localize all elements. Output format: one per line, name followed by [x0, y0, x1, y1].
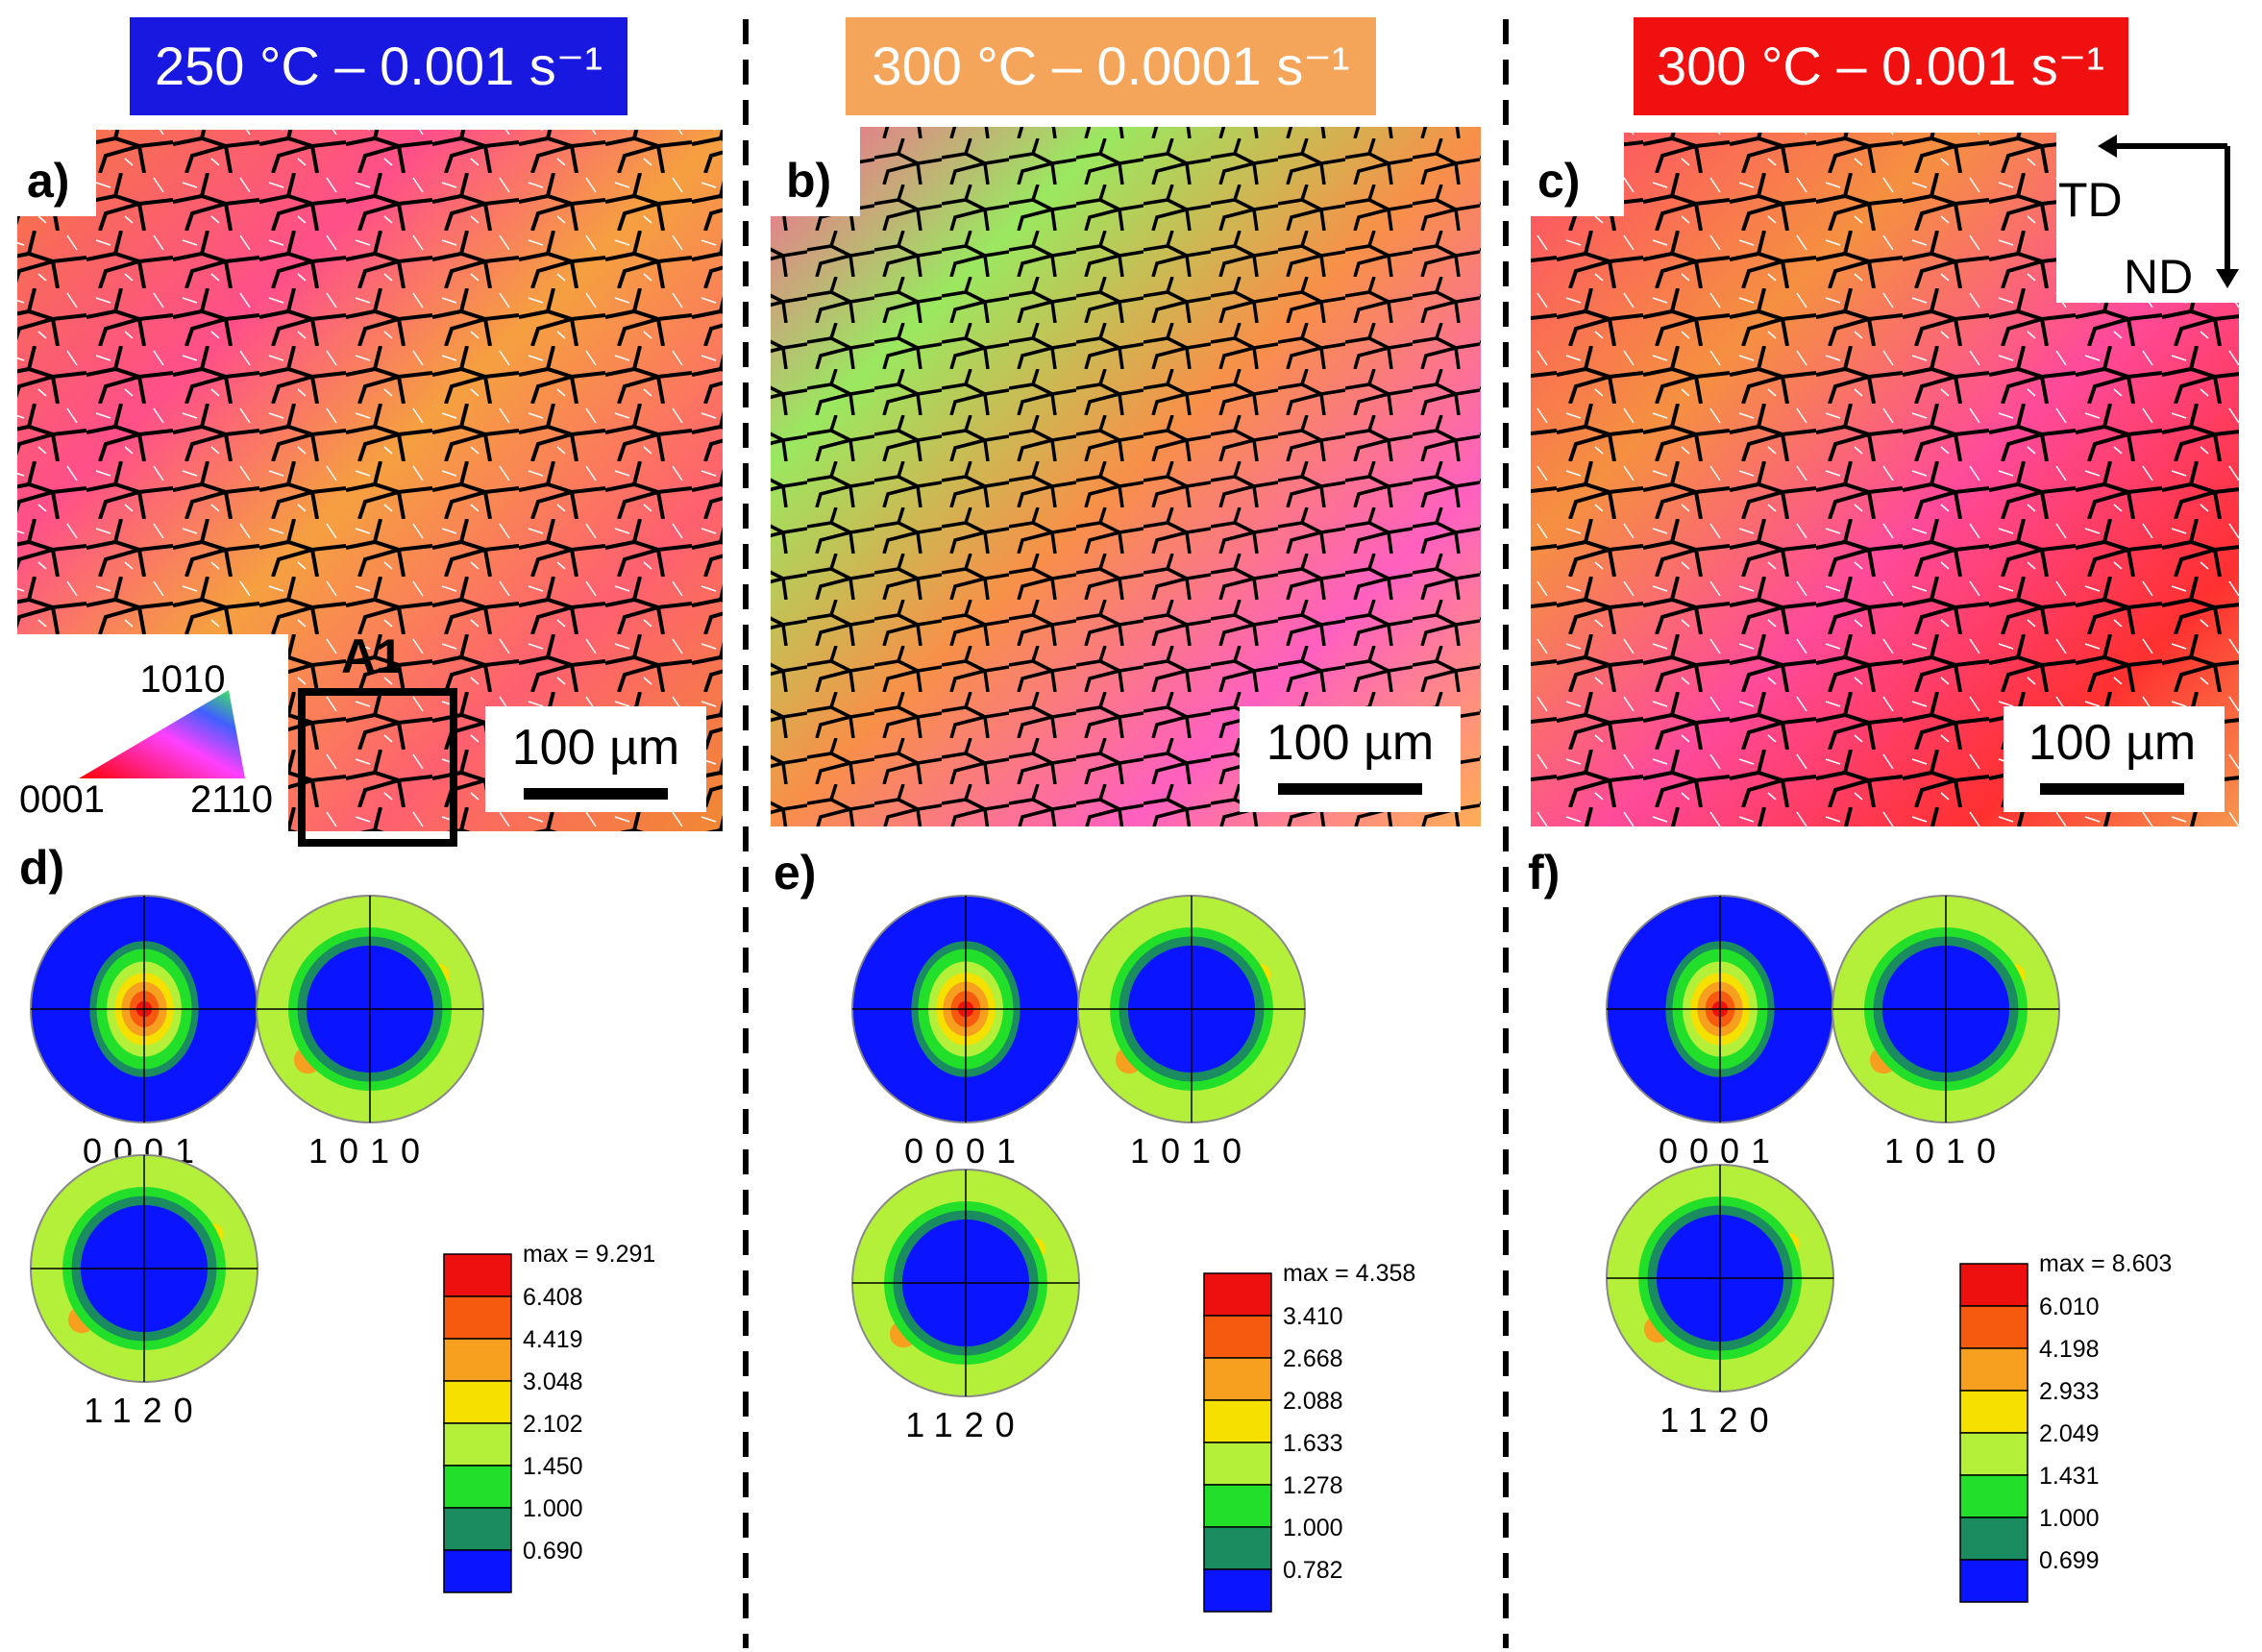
pole-figures: 0001 1010 1120 0001 1010 1120 0001 1010 1120: [30, 895, 2060, 1444]
legend-value: 1.000: [523, 1495, 583, 1522]
pole-figure-label: 1010: [308, 1131, 431, 1171]
panel-label-c: c): [1537, 154, 1580, 208]
banner-a-text: 250 °C – 0.001 s⁻¹: [155, 36, 602, 96]
legend: max = 4.358 3.410 2.668 2.088 1.633 1.278 1.00…: [1203, 1260, 1415, 1613]
axis-td-label: TD: [2058, 173, 2123, 227]
legend-swatch: [1959, 1432, 2028, 1476]
legend-value: 2.049: [2039, 1420, 2100, 1447]
legend-swatch: [443, 1295, 512, 1340]
legend-value: 0.690: [523, 1538, 583, 1565]
axes-indicator: [2098, 135, 2239, 288]
legend-swatch: [443, 1549, 512, 1593]
legend-value: 6.408: [523, 1284, 583, 1311]
pole-figure: 0001: [1606, 895, 1834, 1171]
legend-value: 0.699: [2039, 1547, 2100, 1574]
legend-swatch: [443, 1422, 512, 1467]
pole-figure: 1010: [256, 895, 484, 1171]
pole-figure: 1010: [1077, 895, 1306, 1171]
legend-swatch: [1959, 1263, 2028, 1307]
pole-figure: 1120: [851, 1169, 1080, 1444]
legend-swatch: [1203, 1526, 1272, 1570]
scalebar-c: [2040, 783, 2184, 795]
banner-c-text: 300 °C – 0.001 s⁻¹: [1657, 36, 2104, 96]
legend-value: 1.000: [1283, 1515, 1343, 1541]
legend-swatch: [1203, 1315, 1272, 1359]
inset-box: [298, 688, 457, 847]
legend-swatch: [443, 1338, 512, 1382]
legend-swatch: [1959, 1347, 2028, 1392]
pole-figure: 0001: [851, 895, 1080, 1171]
legend-value: 1.278: [1283, 1472, 1343, 1499]
legend-value: 1.000: [2039, 1505, 2100, 1532]
pole-figure-label: 1120: [1660, 1400, 1780, 1440]
panel-label-e: e): [774, 846, 816, 900]
legend-value: 3.048: [523, 1368, 583, 1395]
legend-max: max = 9.291: [523, 1241, 655, 1268]
pole-figure: 1120: [1606, 1164, 1834, 1440]
legend-swatch: [1959, 1474, 2028, 1518]
legend: max = 9.291 6.408 4.419 3.048 2.102 1.450 1.00…: [443, 1241, 655, 1593]
legend-swatch: [1203, 1568, 1272, 1613]
scalebar-b: [1278, 783, 1422, 795]
legend-swatch: [1959, 1516, 2028, 1561]
legend-max: max = 4.358: [1283, 1260, 1415, 1287]
legend-value: 2.933: [2039, 1378, 2100, 1405]
panel-label-f: f): [1528, 846, 1560, 900]
ipf-key-right-label: 2110: [190, 778, 273, 821]
pole-figure: 0001: [30, 895, 258, 1171]
pole-figure-label: 1120: [84, 1391, 204, 1430]
legend: max = 8.603 6.010 4.198 2.933 2.049 1.431 1.00…: [1959, 1250, 2172, 1603]
pole-figure: 1010: [1832, 895, 2060, 1171]
inset-label: A1: [341, 629, 403, 683]
banner-b: [846, 17, 1376, 115]
legend-swatch: [1959, 1559, 2028, 1603]
legend-swatch: [443, 1380, 512, 1424]
panel-label-a: a): [27, 154, 69, 208]
pole-figure-label: 1120: [905, 1405, 1025, 1444]
legend-swatch: [443, 1253, 512, 1297]
banner-c: [1634, 17, 2128, 115]
legend-value: 1.450: [523, 1453, 583, 1480]
scalebar-c-label: 100 µm: [2028, 715, 2196, 771]
legend-value: 1.431: [2039, 1463, 2100, 1490]
pole-figure-label: 1010: [1130, 1131, 1253, 1171]
legend-swatch: [443, 1507, 512, 1551]
legend-swatch: [1959, 1305, 2028, 1349]
ipf-key-left-label: 0001: [19, 778, 105, 821]
legend-value: 2.102: [523, 1411, 583, 1438]
legend-swatch: [1203, 1399, 1272, 1443]
legend-value: 4.198: [2039, 1336, 2100, 1363]
legend-value: 6.010: [2039, 1294, 2100, 1320]
legend-swatch: [1959, 1390, 2028, 1434]
legend-value: 4.419: [523, 1326, 583, 1353]
scalebar-a-label: 100 µm: [512, 720, 679, 776]
legend-value: 0.782: [1283, 1557, 1343, 1584]
axis-nd-label: ND: [2124, 250, 2193, 304]
legend-swatch: [1203, 1484, 1272, 1528]
banner-a: [130, 17, 627, 115]
scalebar-b-label: 100 µm: [1266, 715, 1434, 771]
legend-value: 1.633: [1283, 1430, 1343, 1457]
legend-max: max = 8.603: [2039, 1250, 2172, 1277]
ipf-key-top-label: 1010: [140, 658, 226, 701]
legend-value: 2.668: [1283, 1345, 1343, 1372]
legend-swatch: [1203, 1272, 1272, 1317]
banner-b-text: 300 °C – 0.0001 s⁻¹: [872, 36, 1349, 96]
pole-figure: 1120: [30, 1154, 258, 1430]
legend-value: 3.410: [1283, 1303, 1343, 1330]
pole-figure-label: 1010: [1884, 1131, 2007, 1171]
legend-swatch: [1203, 1442, 1272, 1486]
panel-label-b: b): [786, 154, 831, 208]
legend-swatch: [1203, 1357, 1272, 1401]
ipf-key-triangle: [79, 690, 245, 778]
pole-figure-label: 0001: [904, 1131, 1027, 1171]
ipf-key-bg: [0, 634, 288, 836]
legend-value: 2.088: [1283, 1388, 1343, 1415]
legend-swatch: [443, 1465, 512, 1509]
pole-figure-legends: max = 9.291 6.408 4.419 3.048 2.102 1.450 1.00…: [443, 1241, 2172, 1613]
scalebar-a: [524, 788, 668, 800]
panel-label-d: d): [19, 841, 64, 895]
